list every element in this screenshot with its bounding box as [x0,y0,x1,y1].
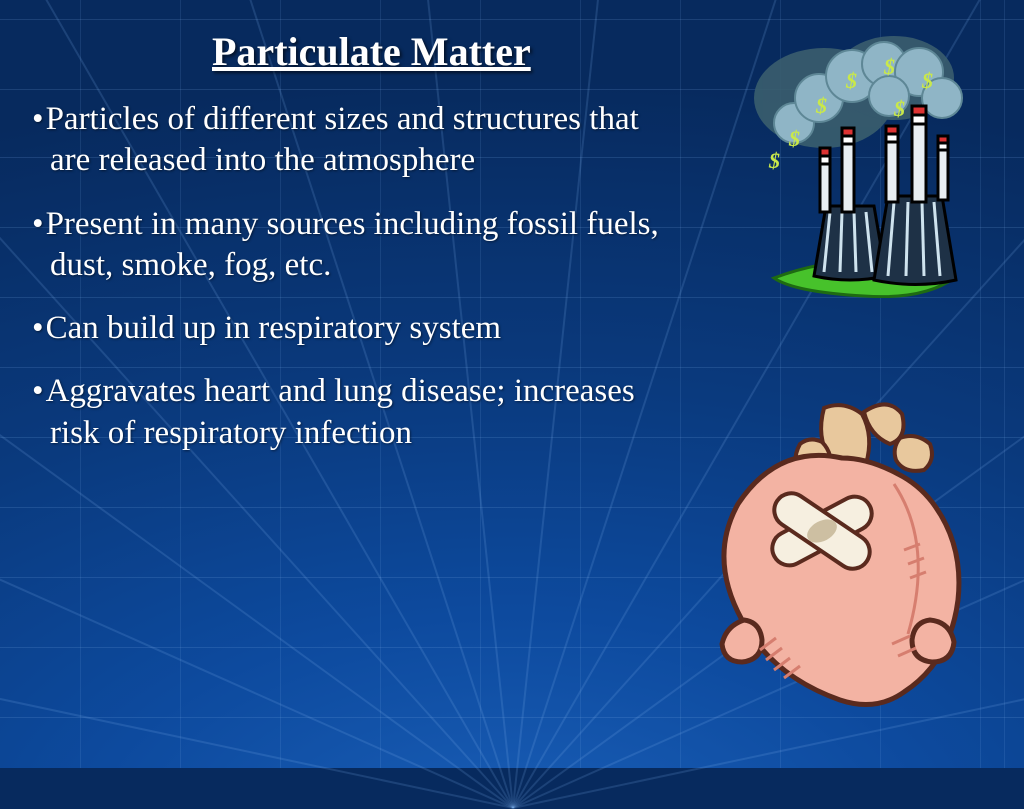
bullet-item: Present in many sources including fossil… [32,204,672,287]
bullet-item: Aggravates heart and lung disease; incre… [32,371,672,454]
slide-content: Particulate Matter Particles of differen… [0,0,1024,768]
bullet-item: Particles of different sizes and structu… [32,99,672,182]
bullet-list: Particles of different sizes and structu… [32,99,672,454]
bullet-item: Can build up in respiratory system [32,308,672,349]
slide-title: Particulate Matter [212,28,984,75]
